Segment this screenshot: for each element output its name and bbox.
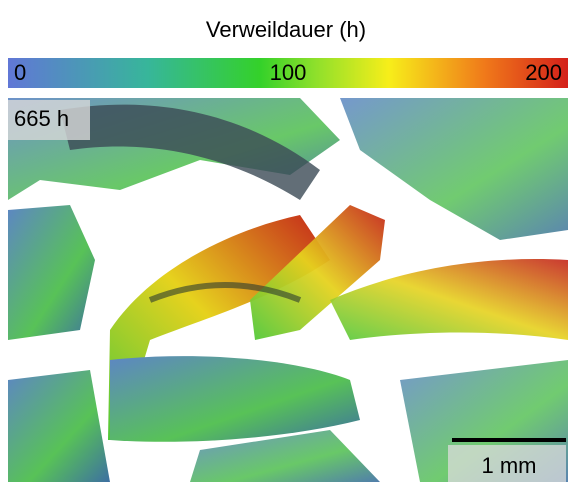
colorbar-tick-label: 100 <box>270 60 307 85</box>
time-label: 665 h <box>14 106 69 131</box>
rendering <box>8 98 568 482</box>
colorbar-tick-label: 200 <box>525 60 562 85</box>
scale-bar-label: 1 mm <box>482 453 537 478</box>
figure: Verweildauer (h) 665 h 1 mm 0 100 200 <box>0 0 573 482</box>
colorbar-title: Verweildauer (h) <box>206 17 366 42</box>
colorbar-tick-label: 0 <box>14 60 26 85</box>
